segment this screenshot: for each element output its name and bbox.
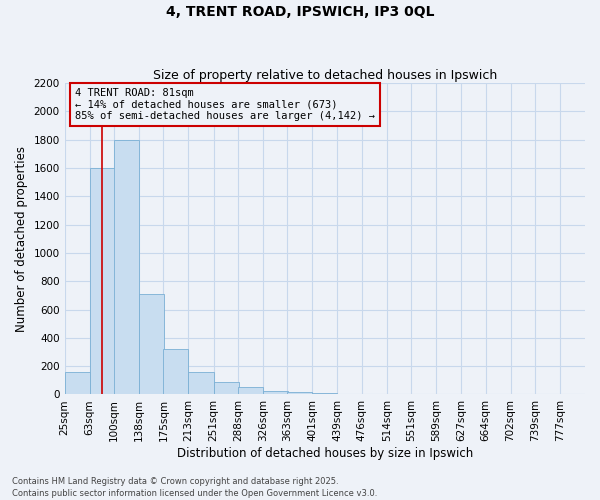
Bar <box>263 391 288 394</box>
Bar <box>238 386 263 394</box>
Bar <box>65 372 89 394</box>
Bar <box>114 140 139 394</box>
Bar <box>313 393 337 394</box>
Text: Contains HM Land Registry data © Crown copyright and database right 2025.
Contai: Contains HM Land Registry data © Crown c… <box>12 476 377 498</box>
Bar <box>287 392 313 394</box>
Title: Size of property relative to detached houses in Ipswich: Size of property relative to detached ho… <box>153 69 497 82</box>
Bar <box>163 349 188 395</box>
Bar <box>139 294 164 394</box>
Text: 4, TRENT ROAD, IPSWICH, IP3 0QL: 4, TRENT ROAD, IPSWICH, IP3 0QL <box>166 5 434 19</box>
Bar <box>89 168 115 394</box>
Bar <box>214 382 239 394</box>
X-axis label: Distribution of detached houses by size in Ipswich: Distribution of detached houses by size … <box>177 447 473 460</box>
Text: 4 TRENT ROAD: 81sqm
← 14% of detached houses are smaller (673)
85% of semi-detac: 4 TRENT ROAD: 81sqm ← 14% of detached ho… <box>75 88 375 121</box>
Y-axis label: Number of detached properties: Number of detached properties <box>15 146 28 332</box>
Bar <box>188 372 214 394</box>
